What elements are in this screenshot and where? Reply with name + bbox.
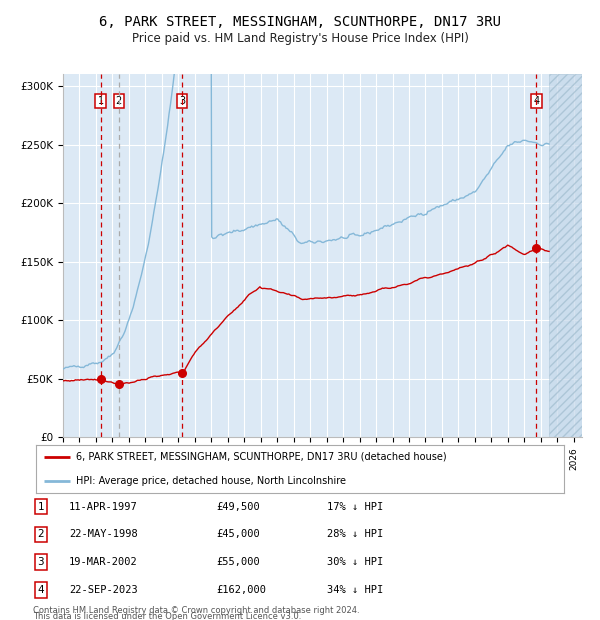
Text: Price paid vs. HM Land Registry's House Price Index (HPI): Price paid vs. HM Land Registry's House … [131, 32, 469, 45]
Text: 19-MAR-2002: 19-MAR-2002 [69, 557, 138, 567]
Text: 6, PARK STREET, MESSINGHAM, SCUNTHORPE, DN17 3RU (detached house): 6, PARK STREET, MESSINGHAM, SCUNTHORPE, … [76, 451, 446, 462]
Text: This data is licensed under the Open Government Licence v3.0.: This data is licensed under the Open Gov… [33, 613, 301, 620]
Text: 30% ↓ HPI: 30% ↓ HPI [327, 557, 383, 567]
Text: 34% ↓ HPI: 34% ↓ HPI [327, 585, 383, 595]
Text: 1: 1 [98, 96, 104, 106]
Text: 4: 4 [533, 96, 539, 106]
Text: 17% ↓ HPI: 17% ↓ HPI [327, 502, 383, 512]
Text: 22-MAY-1998: 22-MAY-1998 [69, 529, 138, 539]
Text: 2: 2 [37, 529, 44, 539]
Text: HPI: Average price, detached house, North Lincolnshire: HPI: Average price, detached house, Nort… [76, 476, 346, 486]
Text: £55,000: £55,000 [216, 557, 260, 567]
Text: £45,000: £45,000 [216, 529, 260, 539]
Text: 1: 1 [37, 502, 44, 512]
Text: 6, PARK STREET, MESSINGHAM, SCUNTHORPE, DN17 3RU: 6, PARK STREET, MESSINGHAM, SCUNTHORPE, … [99, 16, 501, 30]
Text: 11-APR-1997: 11-APR-1997 [69, 502, 138, 512]
Text: 22-SEP-2023: 22-SEP-2023 [69, 585, 138, 595]
Text: 4: 4 [37, 585, 44, 595]
Text: 2: 2 [116, 96, 122, 106]
Text: Contains HM Land Registry data © Crown copyright and database right 2024.: Contains HM Land Registry data © Crown c… [33, 606, 359, 614]
Text: 28% ↓ HPI: 28% ↓ HPI [327, 529, 383, 539]
Text: 3: 3 [37, 557, 44, 567]
Bar [549, 74, 582, 437]
Text: £49,500: £49,500 [216, 502, 260, 512]
Text: 3: 3 [179, 96, 185, 106]
Text: £162,000: £162,000 [216, 585, 266, 595]
